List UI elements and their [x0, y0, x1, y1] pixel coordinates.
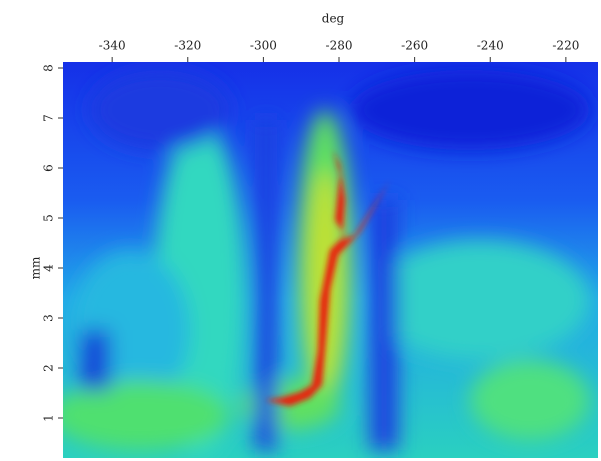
y-tick-label: 1: [42, 414, 56, 422]
x-tick-label: -260: [401, 39, 428, 53]
y-tick-label: 2: [42, 364, 56, 372]
x-axis-label: deg: [322, 12, 345, 26]
x-tick-label: -340: [99, 39, 126, 53]
heatmap-image: [50, 62, 598, 460]
x-tick-label: -320: [174, 39, 201, 53]
page: deg mm -340 -320 -300 -280 -260 -240 -220 1 2 3 4 5…: [0, 0, 601, 461]
x-tick-label: -280: [326, 39, 353, 53]
x-tick-label: -220: [552, 39, 579, 53]
chart: deg mm -340 -320 -300 -280 -260 -240 -220 1 2 3 4 5…: [0, 0, 601, 461]
y-axis-label: mm: [29, 256, 43, 279]
x-tick-label: -240: [477, 39, 504, 53]
y-tick-label: 5: [42, 214, 56, 222]
y-tick-label: 8: [42, 64, 56, 72]
y-tick-label: 3: [42, 314, 56, 322]
y-tick-label: 7: [42, 114, 56, 122]
y-tick-label: 4: [42, 264, 56, 272]
x-tick-label: -300: [250, 39, 277, 53]
y-tick-label: 6: [42, 164, 56, 172]
